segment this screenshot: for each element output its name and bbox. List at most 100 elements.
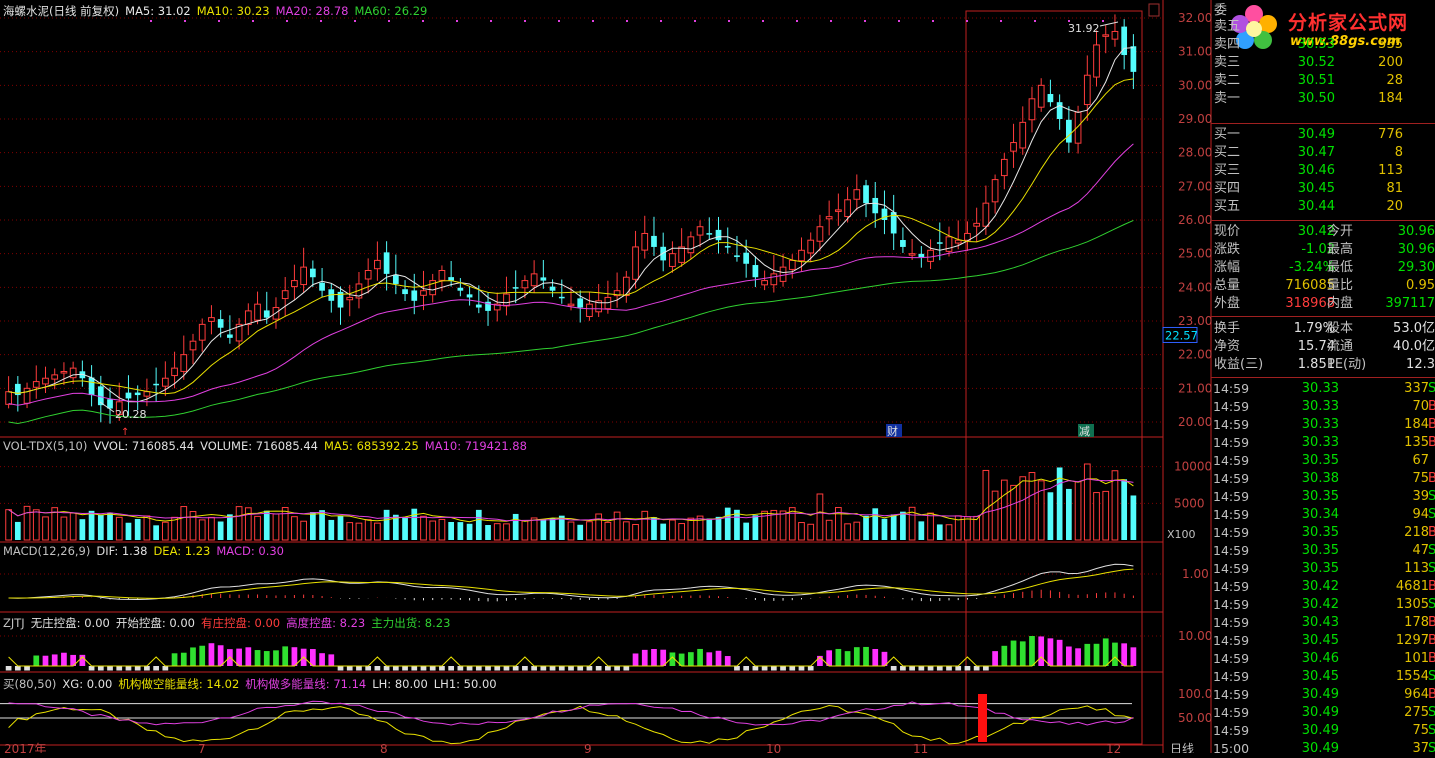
ma5-line [8,47,1134,403]
candle-body [678,246,685,263]
tick-side: S [1428,381,1435,396]
macd-header: MACD(12,26,9) DIF: 1.38 DEA: 1.23 MACD: 0.3… [3,544,290,558]
zjtj-bar [144,666,150,671]
vol-bar [14,521,21,540]
fund-value: 40.0亿 [1393,339,1435,354]
zjtj-bar [623,666,630,671]
vvol-legend: VVOL: 716085.44 [93,439,195,453]
tick-row: 14:59 30.34 94 S [1211,506,1435,524]
stat-label: 现价 [1214,224,1241,239]
lh1-legend: LH1: 50.00 [433,677,497,691]
ma20-line [8,143,1134,406]
tick-volume: 218 [1404,525,1429,540]
tick-side: B [1428,399,1435,414]
stat-value: -3.24% [1289,260,1335,275]
candle-body [844,199,851,218]
zjtj-bar [660,649,667,666]
tick-side: B [1428,633,1435,648]
candle-body [954,239,962,244]
zjtj-bar [116,666,123,671]
candle-body [1019,121,1027,149]
fund-value: 1.79% [1293,321,1335,336]
candle-body [503,293,510,307]
low-price-pointer [99,401,115,413]
tick-side: S [1428,489,1435,504]
vol-bar [272,513,280,541]
zjtj-bar [14,666,21,671]
zjtj-bar [927,666,934,671]
vol-name[interactable]: VOL-TDX(5,10) [3,439,88,453]
tick-price: 30.35 [1301,561,1339,576]
vol-bar [651,517,657,540]
vol-bar [32,509,40,541]
fund-label: PE(动) [1327,357,1367,372]
candle-body [420,290,427,296]
zjtj-bar [752,666,759,671]
tick-side: S [1428,561,1435,576]
price-tick-label: 30.00 [1178,78,1212,92]
zjtj-bar [199,645,206,666]
stat-value: 30.96 [1397,224,1435,239]
zjtj-bar [687,652,694,666]
candle-body [14,383,21,396]
ask-row: 卖四 30.53 535 [1211,36,1435,54]
vol-bar [217,521,224,540]
tick-row: 14:59 30.33 135 B [1211,434,1435,452]
vol-bar [521,520,529,541]
zjtj-bar [392,666,399,671]
vol-bar [291,516,298,541]
zjtj-bar [706,652,713,666]
zjtj-bar [817,655,823,666]
vol-bar [1130,495,1137,540]
tick-volume: 75 [1412,723,1429,738]
vol-bar [1019,476,1027,541]
zjtj-bar [51,654,58,666]
buy-name[interactable]: 买(80,50) [3,677,57,691]
tick-price: 30.45 [1301,633,1339,648]
tick-time: 14:59 [1213,471,1250,486]
vol-bar [309,512,316,540]
stat-value: -1.02 [1301,242,1335,257]
signal-dot [286,20,288,22]
vol-bar [1047,492,1054,540]
zjtj-bar [678,653,685,666]
stock-title[interactable]: 海螺水泥(日线 前复权) [3,4,120,18]
tick-price: 30.38 [1301,471,1339,486]
vol-bar [171,516,178,541]
candle-body [1111,30,1119,40]
price-tick-label: 29.00 [1178,112,1212,126]
zjtj-bar [88,666,95,671]
tick-price: 30.35 [1301,543,1339,558]
zjtj-name[interactable]: ZJTJ [3,616,25,630]
tick-volume: 70 [1412,399,1429,414]
zjtj-bar [872,648,879,666]
signal-dot [1068,20,1070,22]
stat-label: 涨跌 [1214,242,1241,257]
candle-body [1000,158,1008,177]
tick-volume: 135 [1404,435,1429,450]
candle-body [807,239,815,254]
vol-bar [908,506,916,541]
candle-body [530,273,538,287]
zjtj-bar [1056,639,1063,666]
price-tick-label: 27.00 [1178,179,1212,193]
zjtj-bar [973,666,980,671]
candle-body [1093,44,1100,78]
ask-price: 30.51 [1297,73,1335,88]
tick-time: 14:59 [1213,651,1250,666]
macd-name[interactable]: MACD(12,26,9) [3,544,91,558]
tick-time: 14:59 [1213,669,1250,684]
ma20-legend: MA20: 28.78 [275,4,349,18]
zjtj-bar [992,651,998,666]
cut-marker: 减 [1079,425,1090,438]
candle-body [1047,94,1054,103]
vol-bar [1065,488,1072,540]
candle-body [816,226,824,242]
tick-side: S [1428,669,1435,684]
zjtj-bar [125,666,132,671]
zjtj-bar [798,666,805,671]
dea-line [8,568,1134,599]
tick-row: 14:59 30.38 75 B [1211,470,1435,488]
buy-tick-label: 100.0 [1178,687,1212,701]
